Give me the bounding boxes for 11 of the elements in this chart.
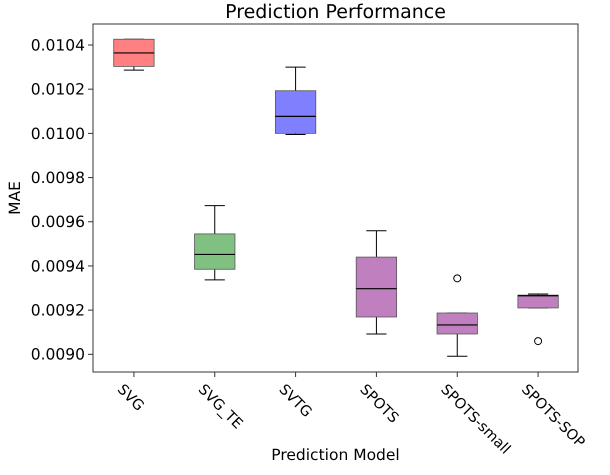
y-tick-label: 0.0100 [30,124,85,143]
y-tick-label: 0.0090 [30,346,85,364]
y-tick-label: 0.0094 [30,257,85,276]
y-tick-label: 0.0098 [30,168,85,187]
y-tick-label: 0.0092 [30,302,85,320]
chart-title: Prediction Performance [225,1,446,23]
y-tick-label: 0.0096 [30,213,85,232]
y-tick-label: 0.0102 [30,80,85,99]
y-tick-label: 0.0104 [30,36,85,54]
y-axis-title: MAE [6,181,24,215]
x-axis-title: Prediction Model [271,446,400,464]
